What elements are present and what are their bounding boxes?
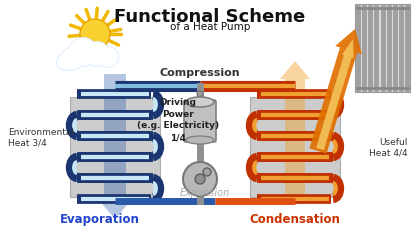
Text: Expansion: Expansion: [180, 187, 230, 197]
Circle shape: [68, 38, 98, 68]
Text: Functional Scheme: Functional Scheme: [114, 8, 306, 26]
Circle shape: [80, 20, 110, 50]
FancyBboxPatch shape: [250, 97, 340, 197]
Circle shape: [85, 43, 109, 67]
FancyArrow shape: [98, 75, 132, 219]
FancyArrow shape: [280, 62, 310, 204]
Text: Condensation: Condensation: [250, 212, 340, 225]
Circle shape: [84, 42, 110, 68]
Text: Evaporation: Evaporation: [60, 212, 140, 225]
FancyArrow shape: [316, 40, 354, 151]
FancyBboxPatch shape: [184, 100, 216, 142]
Circle shape: [197, 97, 203, 103]
Circle shape: [69, 39, 97, 67]
Text: Useful
Heat 4/4: Useful Heat 4/4: [369, 138, 408, 157]
Circle shape: [60, 48, 84, 72]
Circle shape: [57, 55, 73, 71]
FancyBboxPatch shape: [355, 5, 410, 93]
Text: Environmental
Heat 3/4: Environmental Heat 3/4: [8, 128, 74, 147]
Circle shape: [56, 54, 74, 72]
FancyBboxPatch shape: [70, 97, 160, 197]
Circle shape: [98, 48, 118, 68]
Circle shape: [183, 162, 217, 196]
Circle shape: [203, 168, 211, 176]
Ellipse shape: [186, 137, 214, 144]
Circle shape: [97, 47, 119, 69]
Circle shape: [195, 174, 205, 184]
FancyArrow shape: [310, 30, 362, 154]
Circle shape: [61, 49, 83, 71]
Text: of a Heat Pump: of a Heat Pump: [170, 22, 250, 32]
Text: Compression: Compression: [160, 68, 240, 78]
Text: Driving
Power
(e.g. Electricity)
1/4: Driving Power (e.g. Electricity) 1/4: [137, 97, 219, 142]
Circle shape: [197, 92, 203, 97]
Ellipse shape: [186, 97, 214, 108]
